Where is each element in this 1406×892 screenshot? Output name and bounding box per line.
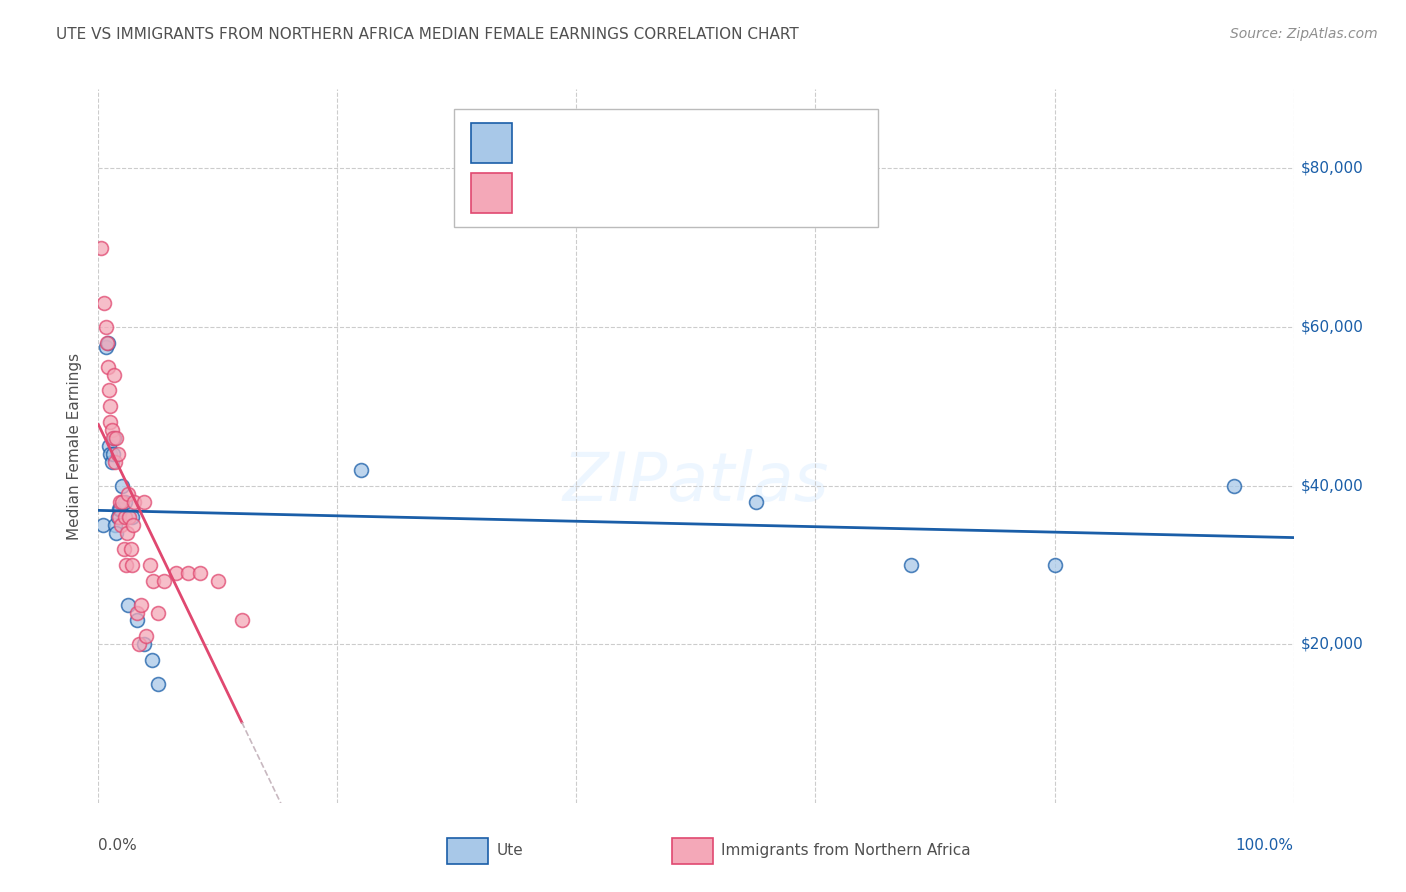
Point <box>115 558 138 572</box>
Point <box>148 677 170 691</box>
Point <box>117 486 139 500</box>
Point <box>118 510 141 524</box>
Point <box>121 558 143 572</box>
Point <box>97 359 120 374</box>
Point <box>132 637 155 651</box>
Point <box>115 526 138 541</box>
Text: N =: N = <box>626 134 673 152</box>
Point <box>101 431 124 445</box>
Point <box>142 574 165 588</box>
Point <box>121 510 143 524</box>
Point <box>96 335 118 350</box>
Point <box>110 518 132 533</box>
Text: -0.485: -0.485 <box>560 184 619 202</box>
Point <box>103 368 125 382</box>
Point <box>188 566 211 580</box>
Point <box>350 463 373 477</box>
Text: $40,000: $40,000 <box>1301 478 1364 493</box>
Text: 100.0%: 100.0% <box>1236 838 1294 854</box>
Point <box>98 439 121 453</box>
Point <box>103 431 125 445</box>
Text: Immigrants from Northern Africa: Immigrants from Northern Africa <box>721 844 972 858</box>
Point <box>745 494 768 508</box>
Point <box>148 606 170 620</box>
Point <box>120 542 142 557</box>
Point <box>94 320 117 334</box>
Text: N =: N = <box>626 184 673 202</box>
Point <box>104 518 127 533</box>
Point <box>165 566 187 580</box>
Point <box>98 400 122 414</box>
Text: $20,000: $20,000 <box>1301 637 1364 652</box>
Point <box>98 415 122 429</box>
Point <box>139 558 162 572</box>
Point <box>141 653 163 667</box>
Point <box>111 494 134 508</box>
Point <box>231 614 253 628</box>
Text: Ute: Ute <box>496 844 523 858</box>
Text: 26: 26 <box>675 134 697 152</box>
Point <box>100 423 122 437</box>
Point <box>132 494 155 508</box>
Point <box>131 598 153 612</box>
Point <box>100 455 122 469</box>
Text: R =: R = <box>520 184 557 202</box>
Point <box>91 518 114 533</box>
Text: 42: 42 <box>675 184 699 202</box>
Point <box>153 574 176 588</box>
Point <box>135 629 157 643</box>
Text: UTE VS IMMIGRANTS FROM NORTHERN AFRICA MEDIAN FEMALE EARNINGS CORRELATION CHART: UTE VS IMMIGRANTS FROM NORTHERN AFRICA M… <box>56 27 799 42</box>
Point <box>101 447 124 461</box>
Text: $80,000: $80,000 <box>1301 161 1364 176</box>
Point <box>111 478 134 492</box>
Point <box>105 431 128 445</box>
Text: R =: R = <box>520 134 557 152</box>
Point <box>108 502 131 516</box>
Point <box>112 542 135 557</box>
Point <box>117 598 139 612</box>
Point <box>122 518 145 533</box>
Point <box>114 510 136 524</box>
Point <box>98 447 122 461</box>
Point <box>124 494 146 508</box>
Point <box>125 614 148 628</box>
Point <box>107 447 129 461</box>
Point <box>900 558 922 572</box>
Point <box>90 241 112 255</box>
Point <box>108 494 131 508</box>
Point <box>107 510 129 524</box>
Point <box>104 455 127 469</box>
Point <box>107 510 129 524</box>
Y-axis label: Median Female Earnings: Median Female Earnings <box>67 352 83 540</box>
Text: $60,000: $60,000 <box>1301 319 1364 334</box>
Point <box>94 340 117 354</box>
Text: -0.010: -0.010 <box>560 134 619 152</box>
Text: ZIPatlas: ZIPatlas <box>562 449 830 515</box>
Point <box>207 574 229 588</box>
Point <box>97 335 120 350</box>
Point <box>1043 558 1066 572</box>
Text: Source: ZipAtlas.com: Source: ZipAtlas.com <box>1230 27 1378 41</box>
Point <box>93 296 115 310</box>
Point <box>125 606 148 620</box>
Point <box>114 494 136 508</box>
Text: 0.0%: 0.0% <box>98 838 138 854</box>
Point <box>177 566 200 580</box>
Point <box>105 526 128 541</box>
Point <box>128 637 150 651</box>
Point <box>1222 478 1246 492</box>
Point <box>107 502 129 516</box>
Point <box>98 384 121 398</box>
